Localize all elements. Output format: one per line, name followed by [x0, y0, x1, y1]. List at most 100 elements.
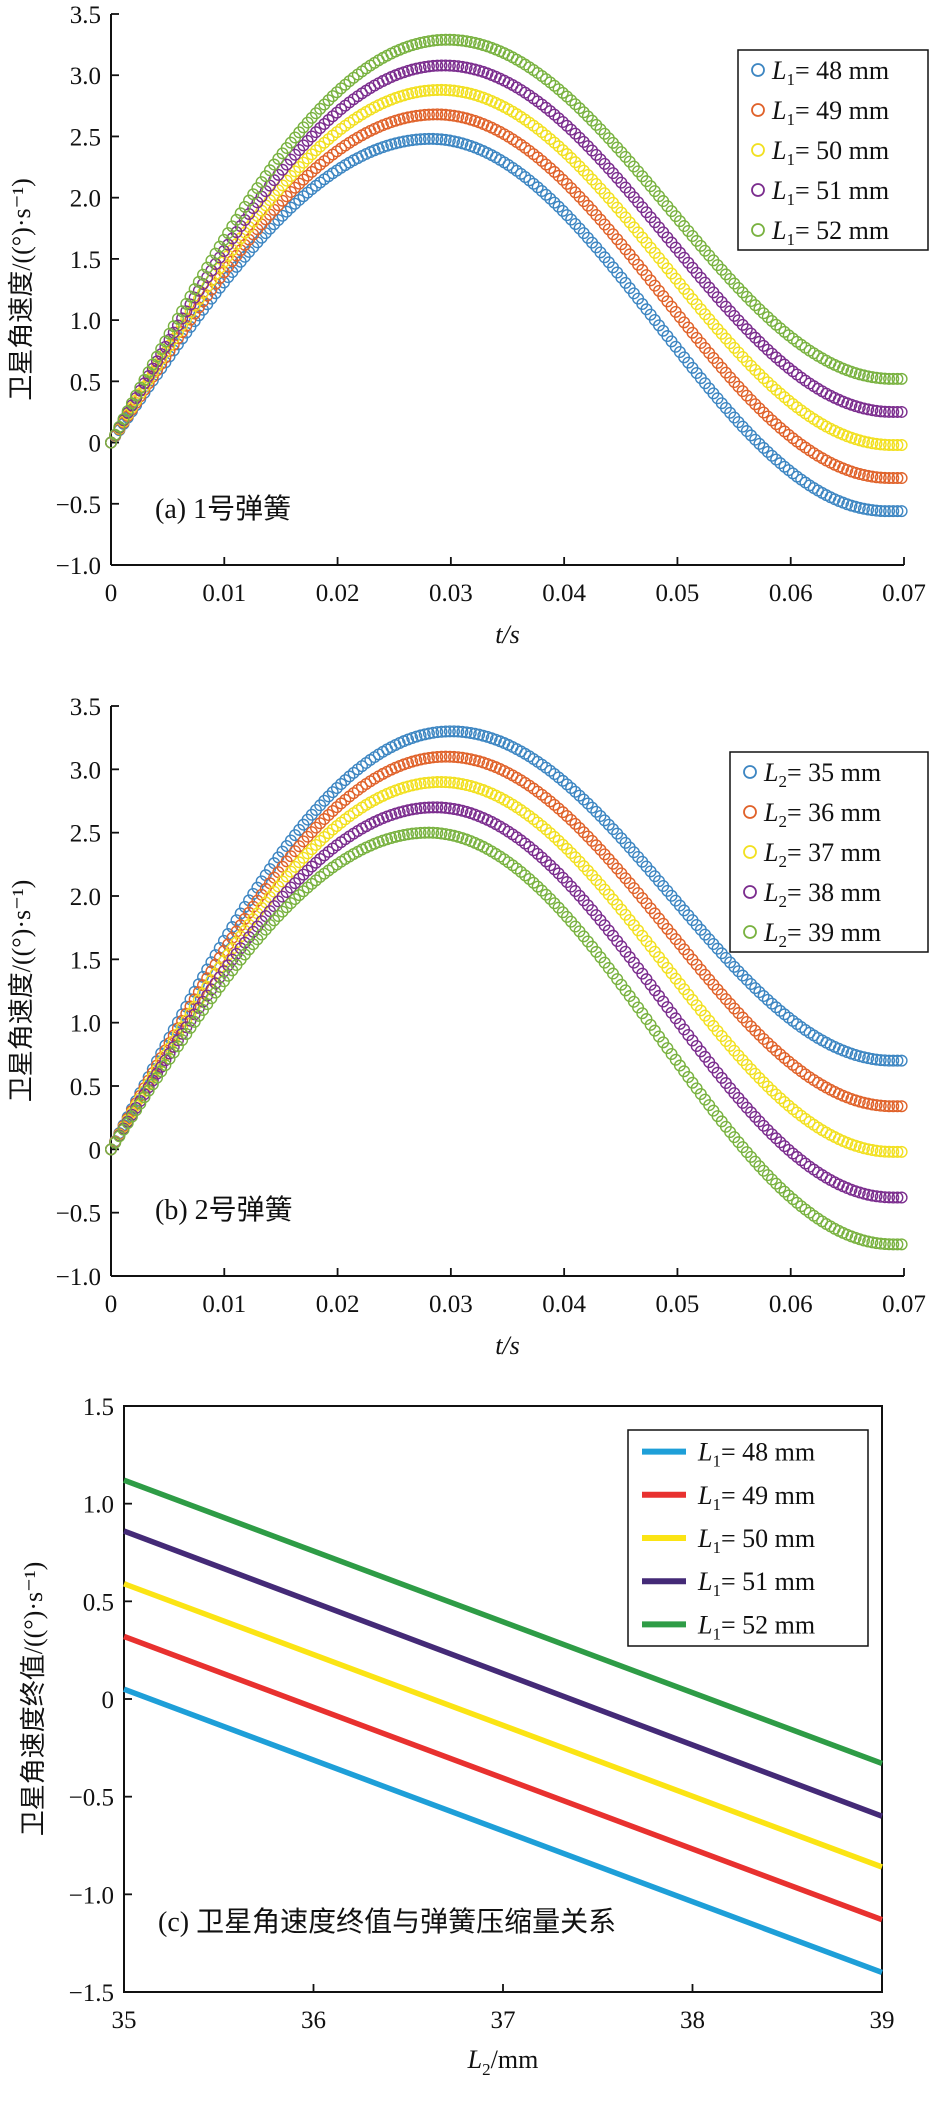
data-point: [761, 1124, 774, 1137]
data-point: [431, 726, 444, 739]
data-point: [280, 190, 293, 203]
data-point: [565, 813, 578, 826]
data-point: [770, 351, 783, 364]
series-5: [104, 826, 908, 1251]
data-point: [611, 827, 624, 840]
data-point: [552, 867, 565, 880]
data-point: [276, 905, 289, 918]
data-point: [142, 1084, 155, 1097]
series-4: [104, 59, 908, 449]
data-point: [565, 846, 578, 859]
data-point: [448, 802, 461, 815]
data-point: [556, 806, 569, 819]
legend-sub: 2: [778, 892, 787, 911]
data-point: [749, 433, 762, 446]
data-point: [443, 134, 456, 147]
data-point: [753, 437, 766, 450]
data-point: [171, 1034, 184, 1047]
data-point: [573, 160, 586, 173]
data-point: [606, 823, 619, 836]
data-point: [887, 372, 900, 385]
chart-panel-2: −1.0 −0.5 0 0.5 1.0 1.5 2.0 2.5 3.0 3.5 0 0.01 0.02 0…: [7, 694, 929, 1360]
data-point: [406, 779, 419, 792]
data-point: [862, 1235, 875, 1248]
data-point: [339, 78, 352, 91]
data-point: [414, 777, 427, 790]
y-tick-label: 2.0: [70, 186, 101, 213]
panel-caption: (b) 2号弹簧: [155, 1194, 293, 1226]
y-tick-label: 1.0: [70, 1011, 101, 1038]
legend-label: L2= 35 mm: [763, 758, 881, 791]
data-point: [217, 233, 230, 246]
data-point: [866, 1052, 879, 1065]
data-point: [439, 133, 452, 146]
data-point: [581, 140, 594, 153]
data-point: [548, 196, 561, 209]
data-point: [870, 1144, 883, 1157]
data-point: [577, 793, 590, 806]
data-point: [464, 726, 477, 739]
data-point: [857, 502, 870, 515]
data-point: [586, 114, 599, 127]
data-point: [782, 1189, 795, 1202]
data-point: [774, 1136, 787, 1149]
data-point: [774, 1004, 787, 1017]
data-point: [226, 220, 239, 233]
data-point: [422, 776, 435, 789]
data-point: [895, 439, 908, 452]
data-point: [786, 1193, 799, 1206]
data-point: [548, 79, 561, 92]
data-point: [544, 892, 557, 905]
data-point: [552, 140, 565, 153]
data-point: [318, 136, 331, 149]
data-point: [448, 33, 461, 46]
data-point: [527, 876, 540, 889]
data-point: [335, 82, 348, 95]
data-point: [397, 805, 410, 818]
data-point: [422, 751, 435, 764]
legend-marker: [751, 223, 765, 237]
legend-var: L: [771, 216, 786, 245]
data-point: [510, 862, 523, 875]
data-point: [770, 1088, 783, 1101]
data-point: [439, 725, 452, 738]
data-point: [556, 173, 569, 186]
data-point: [765, 1040, 778, 1053]
data-point: [560, 809, 573, 822]
x-tick-label: 36: [301, 2007, 326, 2034]
legend-label: L2= 39 mm: [763, 918, 881, 951]
data-point: [464, 753, 477, 766]
data-point: [573, 102, 586, 115]
data-point: [878, 372, 891, 385]
data-point: [887, 1191, 900, 1204]
data-point: [770, 318, 783, 331]
data-point: [870, 371, 883, 384]
data-point: [552, 83, 565, 96]
legend-value: = 48 mm: [795, 56, 889, 85]
data-point: [753, 402, 766, 415]
data-point: [322, 94, 335, 107]
data-point: [180, 1007, 193, 1020]
data-point: [740, 290, 753, 303]
data-point: [874, 405, 887, 418]
data-point: [176, 319, 189, 332]
data-point: [305, 165, 318, 178]
data-point: [389, 830, 402, 843]
data-point: [569, 817, 582, 830]
legend-sub: 1: [786, 150, 795, 169]
y-tick-label: 0.5: [70, 1074, 101, 1101]
data-point: [431, 751, 444, 764]
data-point: [862, 370, 875, 383]
data-point: [891, 372, 904, 385]
legend-marker: [751, 103, 765, 117]
data-point: [452, 60, 465, 73]
legend-var: L: [763, 798, 778, 827]
x-tick-label: 0.03: [429, 580, 473, 607]
data-point: [765, 1084, 778, 1097]
data-point: [435, 108, 448, 121]
x-tick-label: 0.02: [316, 580, 360, 607]
data-point: [732, 346, 745, 359]
data-point: [736, 318, 749, 331]
panel-caption: (c) 卫星角速度终值与弹簧压缩量关系: [158, 1906, 616, 1938]
data-point: [326, 110, 339, 123]
